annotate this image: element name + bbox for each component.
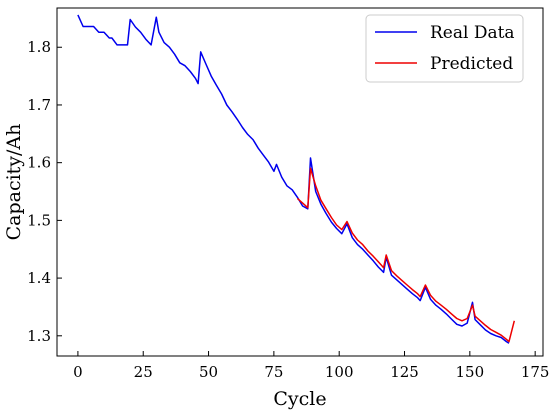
x-tick-label: 125	[390, 363, 419, 381]
y-tick-label: 1.4	[27, 269, 51, 287]
x-tick-label: 25	[134, 363, 153, 381]
y-tick-label: 1.8	[27, 38, 51, 56]
ticks-layer: 0 25 50 75 100 125 150 175 1.3 1.4 1.5 1.6 1.7 1.8	[27, 38, 549, 381]
series-line-predicted	[296, 167, 516, 343]
y-tick-label: 1.7	[27, 96, 51, 114]
x-tick-label: 75	[264, 363, 283, 381]
legend: Real Data Predicted	[365, 14, 524, 83]
series-layer	[77, 14, 516, 344]
x-axis-label: Cycle	[273, 388, 326, 410]
legend-label-real-data: Real Data	[430, 23, 515, 43]
x-tick-label: 0	[73, 363, 83, 381]
y-tick-label: 1.3	[27, 327, 51, 345]
y-axis-label: Capacity/Ah	[3, 124, 25, 241]
x-tick-label: 50	[199, 363, 218, 381]
y-tick-label: 1.6	[27, 154, 51, 172]
x-tick-label: 150	[456, 363, 485, 381]
plot-frame	[56, 7, 544, 357]
x-tick-label: 175	[521, 363, 550, 381]
series-line-real-data	[77, 14, 510, 344]
legend-label-predicted: Predicted	[430, 54, 513, 74]
x-tick-label: 100	[325, 363, 354, 381]
y-tick-label: 1.5	[27, 211, 51, 229]
